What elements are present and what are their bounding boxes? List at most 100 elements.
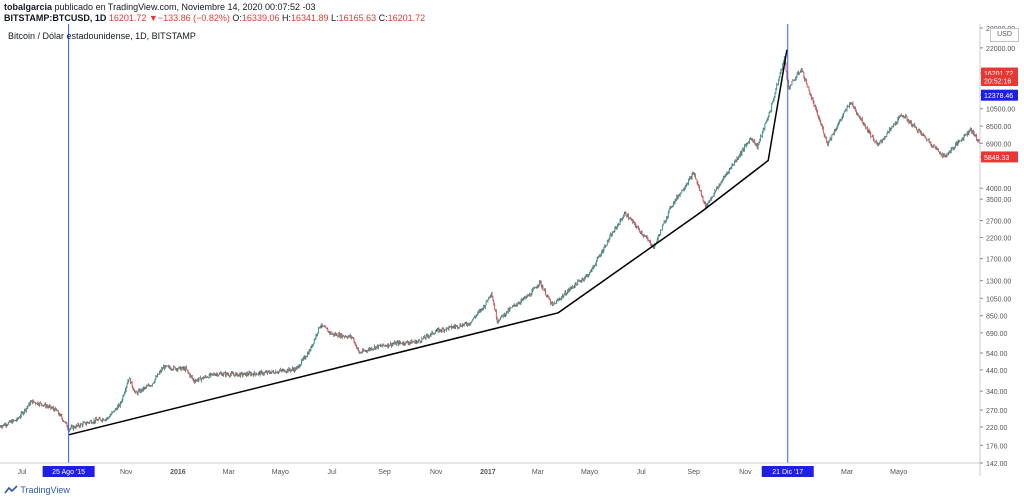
candle-body <box>530 295 532 296</box>
candle-body <box>434 333 436 335</box>
candle-body <box>170 369 172 370</box>
candle-body <box>445 329 447 331</box>
price-badge[interactable] <box>981 74 1018 86</box>
candle-body <box>683 189 685 191</box>
publication-info: tobalgarcia publicado en TradingView.com… <box>4 2 316 13</box>
candle-body <box>248 372 250 376</box>
candle-body <box>492 297 494 302</box>
candle-body <box>145 387 147 388</box>
candle-body <box>281 370 283 371</box>
candle-body <box>887 131 889 134</box>
candle-body <box>206 376 208 378</box>
price-badge[interactable] <box>981 151 1018 163</box>
candle-body <box>372 349 374 350</box>
candle-body <box>605 245 607 247</box>
price-badge[interactable] <box>981 67 1018 79</box>
candle-body <box>924 136 926 137</box>
candle-body <box>624 211 626 214</box>
candle-body <box>116 408 118 410</box>
tradingview-footer[interactable]: TradingView <box>4 485 70 496</box>
price-badge[interactable] <box>981 89 1018 101</box>
candle-body <box>567 289 569 292</box>
candle-body <box>626 215 628 218</box>
candle-body <box>233 374 235 375</box>
candle-body <box>498 320 500 322</box>
candle-body <box>818 117 820 119</box>
date-highlight-badge[interactable] <box>42 466 95 477</box>
candle-body <box>8 420 10 423</box>
candle-body <box>84 422 86 423</box>
candle-body <box>496 318 498 323</box>
candle-body <box>312 344 314 348</box>
candle-body <box>351 335 353 338</box>
trendline-layer[interactable] <box>68 49 788 436</box>
candlestick-series[interactable] <box>0 55 981 433</box>
candle-body <box>293 369 295 372</box>
candle-body <box>289 368 291 370</box>
candle-body <box>653 245 655 249</box>
candle-body <box>930 142 932 146</box>
symbol-label[interactable]: BITSTAMP:BTCUSD, 1D <box>4 13 107 23</box>
chart-title: Bitcoin / Dólar estadounidense, 1D, BITS… <box>8 31 196 41</box>
candle-body <box>494 304 496 310</box>
author-name[interactable]: tobalgarcia <box>4 2 53 12</box>
candle-body <box>190 375 192 377</box>
candle-body <box>42 405 44 406</box>
candle-body <box>312 343 314 345</box>
candle-body <box>566 293 568 295</box>
candle-body <box>960 140 962 142</box>
candle-body <box>157 374 159 377</box>
candle-body <box>472 317 474 320</box>
candle-body <box>607 240 609 242</box>
candle-body <box>888 128 890 132</box>
candle-body <box>52 407 54 409</box>
candle-body <box>196 379 198 381</box>
candle-body <box>549 299 551 300</box>
candle-body <box>461 324 463 327</box>
candle-body <box>899 115 901 117</box>
time-tick-label: Mar <box>841 469 854 476</box>
candle-body <box>854 108 856 112</box>
candle-body <box>395 342 397 345</box>
candle-body <box>497 320 499 323</box>
candle-body <box>278 371 280 373</box>
candle-body <box>677 196 679 198</box>
vertical-lines-layer[interactable] <box>68 24 789 463</box>
candle-body <box>397 341 399 345</box>
candle-body <box>973 131 975 135</box>
candle-body <box>251 373 253 375</box>
date-highlight-badge[interactable] <box>761 466 814 477</box>
candle-body <box>588 274 590 277</box>
candle-body <box>239 373 241 377</box>
candle-body <box>63 420 65 422</box>
candle-body <box>284 369 286 373</box>
candle-body <box>522 298 524 300</box>
candle-body <box>461 326 463 327</box>
candle-body <box>131 381 133 387</box>
candle-body <box>52 407 54 410</box>
trendline[interactable] <box>68 49 788 436</box>
axes[interactable]: 28000.0022000.0016201.7212378.4610500.00… <box>0 24 1018 477</box>
candle-body <box>160 370 162 372</box>
candle-body <box>49 405 51 407</box>
candle-body <box>771 101 773 105</box>
candle-body <box>518 303 520 304</box>
candle-body <box>156 376 158 378</box>
candle-body <box>838 120 840 124</box>
candle-body <box>537 285 539 287</box>
candle-body <box>53 409 55 412</box>
candle-body <box>107 417 109 419</box>
currency-badge[interactable]: USD <box>990 28 1019 42</box>
candle-body <box>630 218 632 220</box>
candle-body <box>671 206 673 208</box>
candle-body <box>277 372 279 374</box>
candle-body <box>732 165 734 166</box>
candle-body <box>161 368 163 372</box>
candle-body <box>569 288 571 291</box>
candle-body <box>73 426 75 429</box>
candle-body <box>7 422 9 425</box>
candle-body <box>122 395 124 401</box>
candle-body <box>134 391 136 392</box>
candle-body <box>948 152 950 154</box>
